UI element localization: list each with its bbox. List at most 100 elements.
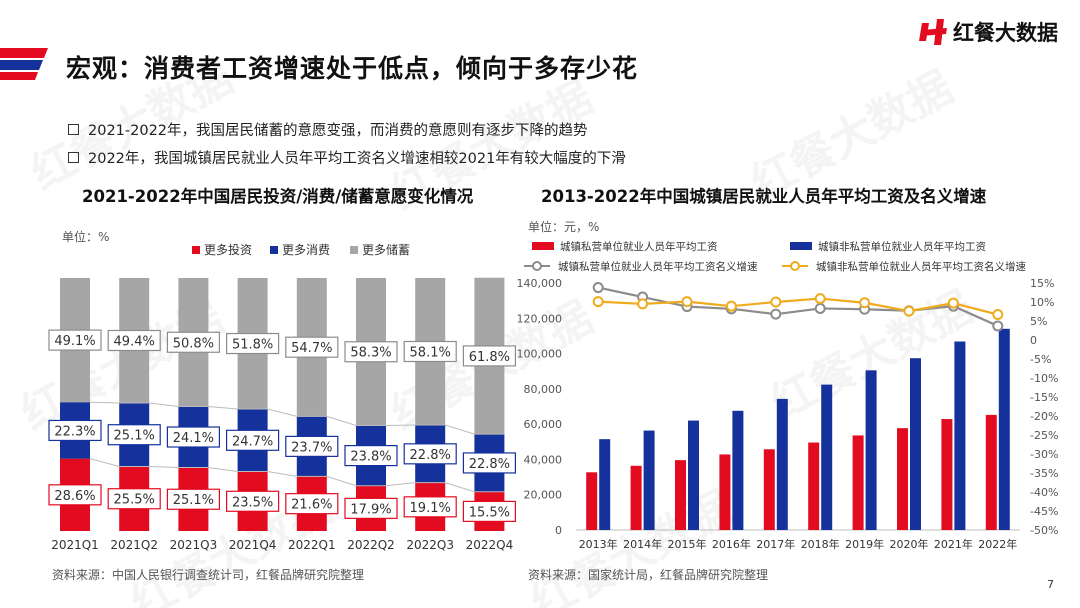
bar-2018年-2 xyxy=(821,384,833,530)
data-label-box xyxy=(344,341,398,363)
bar-2015年-1 xyxy=(675,460,686,530)
y-right-tick-label: 15% xyxy=(1030,277,1054,290)
data-label-box xyxy=(285,435,339,457)
data-label-box xyxy=(285,493,339,515)
bar-2016年-1 xyxy=(719,454,731,530)
chart1-title: 2021-2022年中国居民投资/消费/储蓄意愿变化情况 xyxy=(82,187,474,206)
legend-swatch-1 xyxy=(532,242,554,250)
data-label: 22.8% xyxy=(410,448,451,463)
line-point-1 xyxy=(992,320,1004,332)
data-label: 58.1% xyxy=(410,345,451,360)
checkbox-square-icon xyxy=(68,123,79,135)
line-point-1 xyxy=(814,302,826,314)
chart2-bar-line-combo: 城镇私营单位就业人员年平均工资 城镇非私营单位就业人员年平均工资城镇私营单位就业人… xyxy=(517,240,1059,551)
y-right-tick-label: -10% xyxy=(1030,372,1058,385)
x-tick-label: 2022Q3 xyxy=(406,538,454,552)
data-label-box xyxy=(403,340,457,363)
legend-label-2: 更多消费 xyxy=(282,243,330,257)
data-label: 49.1% xyxy=(54,334,95,349)
y-left-tick-label: 100,000 xyxy=(517,348,563,361)
data-label-box xyxy=(107,329,161,352)
bar-2019年-1 xyxy=(852,435,864,530)
legend-label-3: 更多储蓄 xyxy=(362,242,410,257)
data-label-box xyxy=(226,332,280,355)
data-label: 54.7% xyxy=(291,341,332,356)
x-tick-label: 2016年 xyxy=(712,537,751,551)
y-right-tick-label: 10% xyxy=(1030,296,1054,309)
line-point-1 xyxy=(770,308,782,320)
y-right-tick-label: -50% xyxy=(1030,524,1058,537)
data-label-box xyxy=(48,329,102,351)
page-title: 宏观：消费者工资增速处于低点，倾向于多存少花 xyxy=(66,54,639,83)
data-label-box xyxy=(403,496,457,518)
data-label-box xyxy=(226,429,280,451)
x-tick-label: 2022Q2 xyxy=(347,538,395,552)
line-point-2 xyxy=(681,296,693,308)
page-number: 7 xyxy=(1047,578,1054,591)
data-label-box xyxy=(48,484,102,506)
data-label-box xyxy=(285,336,339,358)
legend-label-2: 城镇非私营单位就业人员年平均工资 xyxy=(818,240,986,253)
data-label-box xyxy=(107,424,161,446)
data-label: 28.6% xyxy=(54,489,95,504)
y-right-tick-label: -35% xyxy=(1030,467,1058,480)
line-point-2 xyxy=(903,305,915,317)
line-point-2 xyxy=(859,297,871,309)
y-right-tick-label: -5% xyxy=(1030,353,1051,366)
x-tick-label: 2021Q2 xyxy=(110,538,158,552)
data-label-box xyxy=(462,345,516,367)
brand-logo: 红餐大数据 xyxy=(919,12,1058,52)
brand-logo-text: 红餐大数据 xyxy=(953,21,1058,45)
legend-swatch-1 xyxy=(192,246,200,254)
data-label-box xyxy=(226,490,280,512)
x-tick-label: 2022Q4 xyxy=(466,538,514,552)
y-left-tick-label: 20,000 xyxy=(524,489,563,502)
bar-2014年-1 xyxy=(630,465,642,530)
x-tick-label: 2021年 xyxy=(934,537,973,551)
line-series-2 xyxy=(598,297,999,316)
data-label-box xyxy=(48,419,102,442)
x-tick-label: 2019年 xyxy=(845,537,884,551)
data-label: 58.3% xyxy=(350,346,391,361)
chart2-source: 资料来源：国家统计局，红餐品牌研究院整理 xyxy=(528,568,769,582)
x-tick-label: 2022Q1 xyxy=(288,538,336,552)
y-left-tick-label: 60,000 xyxy=(524,418,563,431)
data-label-box xyxy=(166,426,220,448)
bar-2021年-1 xyxy=(941,419,953,530)
x-tick-label: 2017年 xyxy=(756,537,795,551)
bullet-item: 2021-2022年，我国居民储蓄的意愿变强，而消费的意愿则有逐步下降的趋势 xyxy=(68,115,626,143)
y-left-tick-label: 0 xyxy=(555,524,562,537)
data-label: 21.6% xyxy=(291,498,332,513)
bullet-text: 2022年，我国城镇居民就业人员年平均工资名义增速相较2021年有较大幅度的下滑 xyxy=(88,150,626,167)
data-label: 19.1% xyxy=(410,501,451,516)
chart2-title: 2013-2022年中国城镇居民就业人员年平均工资及名义增速 xyxy=(541,187,987,206)
y-left-tick-label: 120,000 xyxy=(517,312,563,325)
data-label-box xyxy=(107,488,161,510)
y-right-tick-label: -40% xyxy=(1030,486,1058,499)
data-label: 23.7% xyxy=(291,440,332,455)
bar-2017年-1 xyxy=(763,449,775,530)
data-label-box xyxy=(166,488,220,510)
line-point-2 xyxy=(637,298,649,310)
line-point-2 xyxy=(992,309,1004,321)
legend-swatch-3 xyxy=(350,246,358,254)
brand-logo-icon xyxy=(919,19,947,45)
chart1-unit: 单位：% xyxy=(62,230,110,244)
data-label-box xyxy=(462,452,516,474)
y-left-tick-label: 40,000 xyxy=(524,453,563,466)
checkbox-square-icon xyxy=(68,151,79,163)
line-point-2 xyxy=(725,300,737,312)
data-label: 17.9% xyxy=(350,502,391,517)
line-point-2 xyxy=(947,297,959,309)
data-label-box xyxy=(166,331,220,353)
bar-2013年-1 xyxy=(586,472,598,530)
data-label: 23.8% xyxy=(350,450,391,465)
data-label: 25.1% xyxy=(173,493,214,508)
x-tick-label: 2021Q3 xyxy=(170,538,218,552)
chart1-stacked-bar: 更多投资 更多消费 更多储蓄 2021Q1 2021Q2 2021Q3 2021Q4 2022… xyxy=(48,242,516,552)
data-label: 49.4% xyxy=(114,334,155,349)
data-label: 25.1% xyxy=(114,429,155,444)
data-label: 50.8% xyxy=(173,336,214,351)
y-right-tick-label: -45% xyxy=(1030,505,1058,518)
x-tick-label: 2021Q1 xyxy=(51,538,99,552)
